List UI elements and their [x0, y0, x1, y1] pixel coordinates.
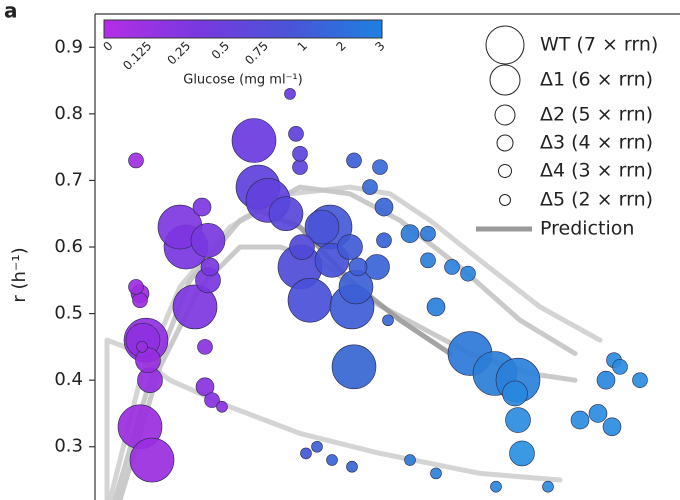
data-point — [132, 292, 148, 309]
data-point — [346, 460, 358, 473]
data-point — [505, 407, 531, 433]
data-point — [632, 372, 648, 388]
data-point — [197, 339, 213, 355]
data-point — [588, 404, 608, 423]
y-tick-label: 0.6 — [54, 236, 83, 257]
data-point — [172, 284, 218, 330]
data-point — [430, 467, 442, 480]
legend-label: Δ5 (2 × rrn) — [540, 189, 653, 211]
data-point — [190, 223, 226, 258]
colorbar-tick-label: 0.125 — [120, 39, 154, 73]
data-point — [596, 370, 616, 390]
prediction-curve — [107, 184, 603, 500]
data-point — [284, 88, 296, 100]
data-point — [135, 347, 161, 373]
legend-marker — [489, 64, 521, 96]
data-point — [570, 410, 590, 430]
data-point — [444, 259, 460, 275]
legend-marker — [494, 104, 516, 126]
data-point — [509, 440, 535, 467]
data-point — [542, 480, 554, 493]
legend-label: Prediction — [540, 218, 634, 240]
data-point — [292, 159, 308, 175]
data-point — [192, 197, 212, 217]
colorbar-label: Glucose (mg ml⁻¹) — [183, 73, 302, 88]
y-tick-label: 0.4 — [54, 369, 83, 390]
data-point — [129, 437, 175, 483]
colorbar-tick-label: 0.75 — [242, 39, 271, 68]
data-point — [502, 380, 528, 407]
colorbar-tick-label: 0 — [100, 39, 115, 54]
data-point — [287, 277, 333, 323]
data-point — [364, 254, 390, 280]
data-point — [288, 126, 304, 142]
data-point — [374, 197, 394, 217]
data-point — [362, 179, 378, 195]
data-point — [136, 341, 148, 353]
legend-marker — [496, 134, 514, 152]
data-point — [346, 152, 362, 169]
legend-marker — [498, 164, 512, 178]
prediction-curve — [104, 337, 563, 500]
data-point — [348, 257, 368, 277]
data-point — [200, 257, 220, 277]
data-point — [404, 454, 416, 466]
data-point — [376, 232, 392, 249]
data-point — [400, 224, 420, 243]
data-point — [602, 417, 622, 437]
y-tick-label: 0.3 — [54, 436, 83, 457]
data-point — [331, 344, 377, 390]
y-tick-label: 0.9 — [54, 36, 83, 57]
data-point — [311, 440, 323, 453]
y-tick-label: 0.7 — [54, 169, 83, 190]
data-point — [326, 454, 338, 466]
legend-marker — [499, 194, 511, 206]
colorbar-tick-label: 3 — [372, 39, 387, 54]
data-point — [372, 159, 388, 175]
data-point — [382, 314, 394, 327]
data-point — [460, 265, 476, 282]
colorbar-tick-label: 0.25 — [165, 39, 194, 68]
data-point — [426, 297, 446, 317]
y-tick-label: 0.5 — [54, 303, 83, 324]
data-point — [292, 146, 308, 162]
data-point — [268, 196, 304, 232]
data-point — [195, 377, 215, 397]
data-point — [420, 225, 436, 242]
data-point — [490, 480, 502, 493]
y-axis-label: r (h⁻¹) — [9, 247, 30, 302]
panel-label: a — [4, 0, 18, 23]
data-point — [128, 152, 144, 169]
data-point — [204, 392, 220, 408]
prediction-curve — [112, 184, 578, 500]
legend-label: WT (7 × rrn) — [540, 34, 658, 56]
colorbar-tick-label: 2 — [333, 39, 348, 54]
data-point — [216, 400, 228, 413]
colorbar-tick-label: 1 — [295, 39, 310, 54]
colorbar-tick-label: 0.5 — [209, 39, 232, 62]
data-point — [231, 118, 277, 163]
y-tick-label: 0.8 — [54, 103, 83, 124]
legend-marker — [485, 25, 525, 65]
colorbar — [103, 19, 383, 39]
legend-label: Δ1 (6 × rrn) — [540, 69, 653, 91]
data-point — [300, 447, 312, 460]
data-point — [337, 234, 363, 260]
legend-label: Δ2 (5 × rrn) — [540, 104, 653, 126]
legend-label: Δ4 (3 × rrn) — [540, 160, 653, 182]
data-point — [420, 252, 436, 269]
data-point — [289, 234, 315, 260]
data-point — [612, 359, 628, 375]
legend-label: Δ3 (4 × rrn) — [540, 132, 653, 154]
data-point — [128, 279, 144, 295]
data-point — [304, 209, 340, 245]
